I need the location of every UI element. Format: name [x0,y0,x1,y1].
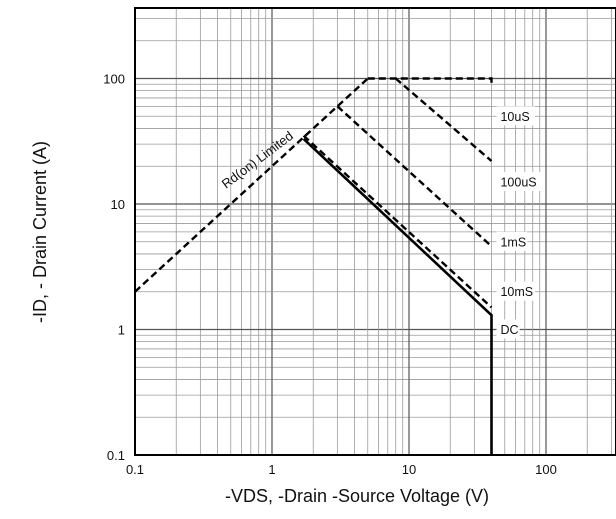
curve-label-1ms: 1mS [500,235,526,249]
curve-label-bg [496,171,543,191]
series-lines [134,77,493,455]
grid-lines [135,8,616,455]
curve-label-bg [496,281,535,301]
series-line-rd-on-limited [134,77,369,293]
series-line-100us [394,77,493,162]
curve-labels: 10uS 100uS 1mS 10mS DC [496,106,543,339]
curve-label-100us: 100uS [500,175,536,189]
curve-label-bg [496,319,520,339]
y-tick-label: 0.1 [107,448,125,463]
x-tick-label: 10 [402,462,416,477]
series-line-10us [367,77,493,85]
series-line-1ms [336,105,493,248]
x-axis-title: -VDS, -Drain -Source Voltage (V) [225,486,489,506]
x-tick-label: 100 [535,462,557,477]
series-line-dc [302,137,493,455]
plot-frame [134,7,616,456]
x-tick-label: 0.1 [126,462,144,477]
curve-label-bg [496,231,528,251]
curve-label-10ms: 10mS [500,285,533,299]
y-tick-labels: 0.1 1 10 100 [103,72,125,464]
rdson-limited-annotation: Rd(on) Limited [219,128,296,191]
series-line-10ms [302,134,493,309]
y-tick-label: 100 [103,72,125,87]
x-tick-label: 1 [268,462,275,477]
curve-label-bg [496,106,535,126]
y-tick-label: 1 [118,323,125,338]
curve-label-10us: 10uS [500,110,529,124]
y-tick-label: 10 [111,197,125,212]
curve-label-dc: DC [500,323,518,337]
y-axis-title: -ID, - Drain Current (A) [30,141,50,323]
x-tick-labels: 0.1 1 10 100 [126,462,557,477]
